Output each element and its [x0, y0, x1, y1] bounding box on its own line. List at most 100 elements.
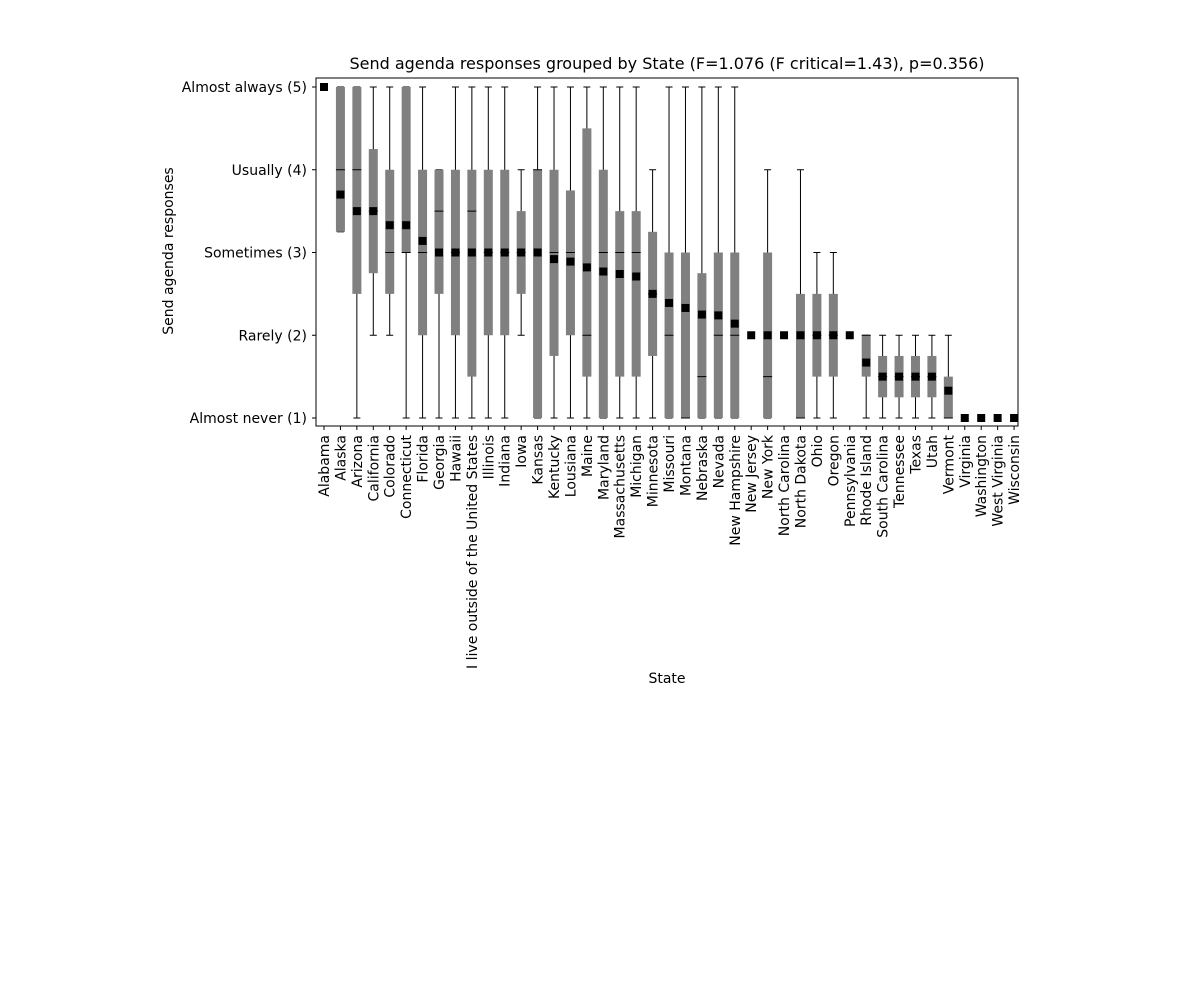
mean-marker	[484, 248, 493, 257]
mean-marker	[665, 298, 674, 307]
box-body	[533, 169, 543, 418]
x-tick-label: Massachusetts	[613, 435, 629, 538]
mean-marker	[862, 358, 871, 367]
x-tick-label: Arizona	[350, 435, 366, 488]
x-tick-label: Michigan	[629, 435, 645, 498]
x-tick-label: Indiana	[498, 435, 514, 487]
x-tick-label: Nebraska	[695, 435, 711, 501]
x-tick-label: West Virginia	[991, 435, 1007, 527]
box-body	[680, 252, 690, 418]
mean-marker	[730, 319, 739, 328]
mean-marker	[369, 207, 378, 216]
mean-marker	[780, 331, 789, 340]
chart-title: Send agenda responses grouped by State (…	[349, 54, 984, 73]
mean-marker	[599, 267, 608, 276]
x-tick-label: Alaska	[333, 435, 349, 481]
mean-marker	[878, 372, 887, 381]
box-body	[861, 335, 871, 377]
box-body	[598, 169, 608, 418]
x-tick-label: Illinois	[481, 435, 497, 479]
mean-marker	[467, 248, 476, 257]
mean-marker	[845, 331, 854, 340]
x-tick-label: New Jersey	[744, 435, 760, 513]
mean-marker	[1010, 414, 1019, 422]
box-body	[335, 87, 345, 232]
mean-marker	[927, 372, 936, 381]
x-tick-label: Vermont	[941, 434, 957, 494]
plot-area: Almost never (1) Rarely (2) Sometimes (3) U…	[182, 80, 1023, 669]
box-body	[631, 211, 641, 377]
x-tick-label: Missouri	[662, 435, 678, 493]
mean-marker	[352, 207, 361, 216]
mean-marker	[550, 255, 559, 264]
box-body	[434, 169, 444, 294]
y-tick-label: Almost always (5)	[182, 80, 307, 96]
mean-marker	[747, 331, 756, 340]
x-tick-label: New York	[761, 434, 777, 499]
x-tick-label: Alabama	[317, 435, 333, 497]
mean-marker	[582, 263, 591, 272]
x-tick-label: Florida	[416, 435, 432, 483]
x-tick-label: Oregon	[826, 435, 842, 486]
box-body	[401, 87, 411, 253]
y-tick-label: Usually (4)	[232, 163, 307, 179]
mean-marker	[336, 190, 345, 199]
x-tick-label: California	[366, 435, 382, 501]
mean-marker	[566, 257, 575, 266]
mean-marker	[714, 311, 723, 320]
x-axis-label: State	[648, 671, 685, 687]
x-tick-label: Connecticut	[399, 434, 415, 518]
x-tick-label: Virginia	[958, 435, 974, 488]
box-body	[697, 273, 707, 418]
mean-marker	[763, 331, 772, 340]
mean-marker	[812, 331, 821, 340]
y-axis-label: Send agenda responses	[161, 167, 177, 334]
mean-marker	[895, 372, 904, 381]
box-body	[467, 169, 477, 377]
x-tick-label: Colorado	[383, 435, 399, 498]
mean-marker	[829, 331, 838, 340]
mean-marker	[533, 248, 542, 257]
x-tick-label: Wisconsin	[1007, 435, 1023, 505]
x-tick-label: Lousiana	[563, 435, 579, 497]
x-tick-label: Montana	[678, 435, 694, 496]
mean-marker	[632, 272, 641, 281]
mean-marker	[648, 289, 657, 298]
box-body	[943, 376, 953, 418]
x-tick-label: Kentucky	[547, 435, 563, 499]
y-tick-label: Almost never (1)	[190, 411, 307, 427]
mean-marker	[944, 386, 953, 395]
box-body	[352, 87, 362, 294]
x-tick-label: Iowa	[514, 435, 530, 468]
x-tick-label: Hawaii	[448, 435, 464, 482]
mean-marker	[796, 331, 805, 340]
mean-marker	[320, 83, 328, 91]
box-body	[582, 128, 592, 377]
box-body	[615, 211, 625, 377]
x-tick-label: I live outside of the United States	[465, 435, 481, 669]
y-tick-label: Rarely (2)	[238, 328, 307, 344]
plot-frame	[315, 77, 1019, 427]
x-tick-label: Georgia	[432, 435, 448, 490]
x-tick-label: Maine	[580, 435, 596, 477]
x-tick-label: Kansas	[531, 435, 547, 485]
mean-marker	[993, 414, 1002, 422]
x-tick-label: South Carolina	[876, 435, 892, 538]
x-tick-label: North Carolina	[777, 435, 793, 536]
x-tick-label: Utah	[925, 435, 941, 468]
mean-marker	[435, 248, 444, 257]
mean-marker	[517, 248, 526, 257]
mean-marker	[615, 270, 624, 279]
mean-marker	[960, 414, 969, 422]
mean-marker	[500, 248, 509, 257]
mean-marker	[418, 236, 427, 245]
mean-marker	[451, 248, 460, 257]
mean-marker	[911, 372, 920, 381]
x-tick-label: Tennessee	[892, 435, 908, 509]
x-tick-label: Pennsylvania	[843, 435, 859, 527]
box-body	[795, 293, 805, 418]
mean-marker	[697, 310, 706, 319]
x-tick-label: Rhode Island	[859, 435, 875, 526]
x-tick-label: Minnesota	[646, 435, 662, 507]
